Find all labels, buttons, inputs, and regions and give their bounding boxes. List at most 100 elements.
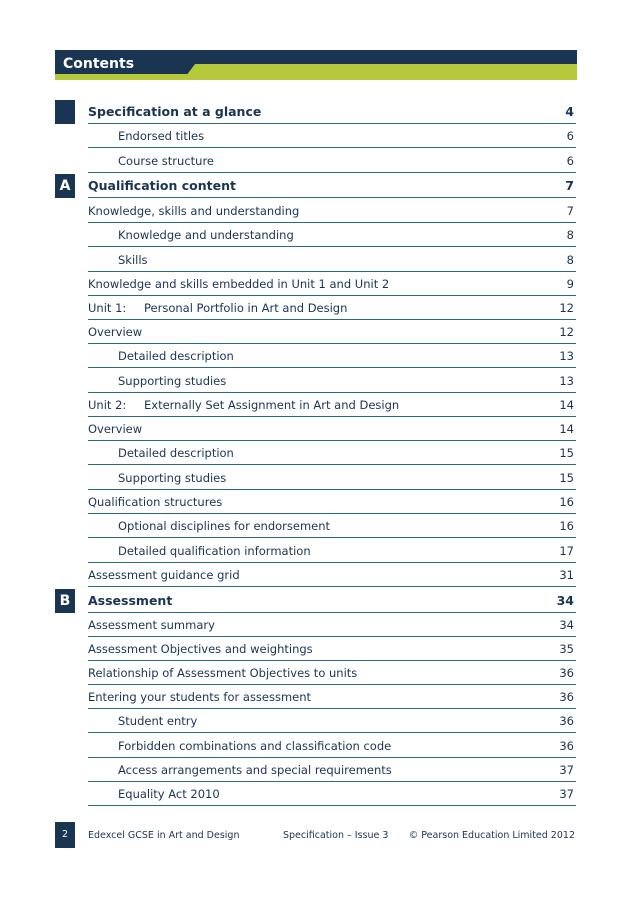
toc-label: Entering your students for assessment [88,690,312,704]
toc-page: 8 [566,253,574,267]
toc-label: Overview [88,325,143,339]
toc-entry-supporting-studies-unit-1[interactable]: Supporting studies 13 [88,369,576,393]
toc-entry-optional-disciplines[interactable]: Optional disciplines for endorsement 16 [88,514,576,538]
footer-copyright: © Pearson Education Limited 2012 [408,830,575,841]
toc-entry-student-entry[interactable]: Student entry 36 [88,709,576,733]
unit-title: Externally Set Assignment in Art and Des… [144,398,400,412]
toc-page: 17 [559,544,574,558]
toc-entry-skills[interactable]: Skills 8 [88,248,576,272]
toc-page: 35 [559,642,574,656]
footer-publication-title: Edexcel GCSE in Art and Design [88,830,240,841]
toc-entry-overview-unit-1[interactable]: Overview 12 [88,320,576,344]
toc-page: 16 [559,495,574,509]
contents-header: Contents [55,50,577,80]
toc-label: Unit 2: Externally Set Assignment in Art … [88,398,399,412]
toc-page: 36 [559,714,574,728]
toc-entry-qualification-structures[interactable]: Qualification structures 16 [88,490,576,514]
toc-label: Equality Act 2010 [118,787,220,801]
toc-entry-assessment[interactable]: Assessment 34 [88,589,576,613]
toc-page: 13 [559,349,574,363]
toc-label: Assessment [88,593,173,608]
toc-label: Detailed description [118,349,234,363]
toc-entry-supporting-studies-unit-2[interactable]: Supporting studies 15 [88,466,576,490]
toc-label: Detailed qualification information [118,544,311,558]
toc-label: Forbidden combinations and classificatio… [118,739,392,753]
section-marker-b: B [55,589,75,613]
toc-page: 8 [566,228,574,242]
toc-entry-endorsed-titles[interactable]: Endorsed titles 6 [88,124,576,148]
toc-page: 9 [566,277,574,291]
header-navy-cap [205,50,577,64]
toc-entry-equality-act[interactable]: Equality Act 2010 37 [88,782,576,806]
toc-page: 7 [566,204,574,218]
page-title: Contents [63,56,135,72]
toc-page: 36 [559,739,574,753]
toc-label: Supporting studies [118,374,227,388]
toc-label: Assessment summary [88,618,215,632]
toc-page: 36 [559,666,574,680]
toc-label: Relationship of Assessment Objectives to… [88,666,358,680]
toc-entry-knowledge-skills-understanding[interactable]: Knowledge, skills and understanding 7 [88,199,576,223]
toc-page: 6 [566,129,574,143]
toc-entry-detailed-description-unit-2[interactable]: Detailed description 15 [88,441,576,465]
toc-entry-entering-students[interactable]: Entering your students for assessment 36 [88,685,576,709]
section-marker-a: A [55,174,75,198]
toc-label: Access arrangements and special requirem… [118,763,392,777]
toc-label: Course structure [118,154,214,168]
unit-number: Unit 1: [88,301,127,315]
footer-issue: Specification – Issue 3 [283,830,389,841]
toc-page: 6 [566,154,574,168]
toc-label: Detailed description [118,446,234,460]
toc-label: Qualification structures [88,495,223,509]
toc-label: Knowledge and understanding [118,228,294,242]
toc-entry-qualification-content[interactable]: Qualification content 7 [88,174,576,198]
page-footer: 2 Edexcel GCSE in Art and Design Specifi… [55,822,577,848]
section-marker-blank [55,100,75,124]
toc-label: Skills [118,253,148,267]
toc-entry-relationship-objectives-units[interactable]: Relationship of Assessment Objectives to… [88,661,576,685]
toc-page: 12 [559,301,574,315]
toc-entry-unit-1[interactable]: Unit 1: Personal Portfolio in Art and Des… [88,296,576,320]
toc-label: Assessment Objectives and weightings [88,642,313,656]
toc-entry-course-structure[interactable]: Course structure 6 [88,149,576,173]
toc-entry-detailed-description-unit-1[interactable]: Detailed description 13 [88,344,576,368]
header-green-wedge [183,64,577,80]
toc-page: 13 [559,374,574,388]
toc-label: Knowledge, skills and understanding [88,204,300,218]
toc-page: 7 [565,178,574,193]
toc-page: 37 [559,763,574,777]
toc-page: 37 [559,787,574,801]
toc-page: 34 [559,618,574,632]
toc-label: Specification at a glance [88,104,262,119]
unit-title: Personal Portfolio in Art and Design [144,301,348,315]
toc-entry-knowledge-and-understanding[interactable]: Knowledge and understanding 8 [88,223,576,247]
toc-label: Knowledge and skills embedded in Unit 1 … [88,277,390,291]
toc-page: 16 [559,519,574,533]
toc-page: 14 [559,422,574,436]
toc-entry-assessment-objectives[interactable]: Assessment Objectives and weightings 35 [88,637,576,661]
toc-label: Qualification content [88,178,236,193]
toc-entry-assessment-summary[interactable]: Assessment summary 34 [88,613,576,637]
toc-page: 12 [559,325,574,339]
toc-entry-overview-unit-2[interactable]: Overview 14 [88,417,576,441]
toc-page: 31 [559,568,574,582]
footer-page-number: 2 [55,822,75,848]
toc-page: 15 [559,471,574,485]
toc-entry-knowledge-skills-embedded[interactable]: Knowledge and skills embedded in Unit 1 … [88,272,576,296]
toc-page: 14 [559,398,574,412]
toc-label: Assessment guidance grid [88,568,240,582]
toc-entry-access-arrangements[interactable]: Access arrangements and special requirem… [88,758,576,782]
toc-page: 34 [556,593,574,608]
toc-label: Unit 1: Personal Portfolio in Art and Des… [88,301,347,315]
toc-page: 4 [565,104,574,119]
toc-entry-forbidden-combinations[interactable]: Forbidden combinations and classificatio… [88,734,576,758]
toc-page: 36 [559,690,574,704]
unit-number: Unit 2: [88,398,127,412]
toc-entry-specification-at-a-glance[interactable]: Specification at a glance 4 [88,100,576,124]
toc-page: 15 [559,446,574,460]
toc-entry-unit-2[interactable]: Unit 2: Externally Set Assignment in Art … [88,393,576,417]
toc-entry-detailed-qualification-information[interactable]: Detailed qualification information 17 [88,539,576,563]
toc-label: Endorsed titles [118,129,205,143]
toc-label: Overview [88,422,143,436]
toc-entry-assessment-guidance-grid[interactable]: Assessment guidance grid 31 [88,563,576,587]
